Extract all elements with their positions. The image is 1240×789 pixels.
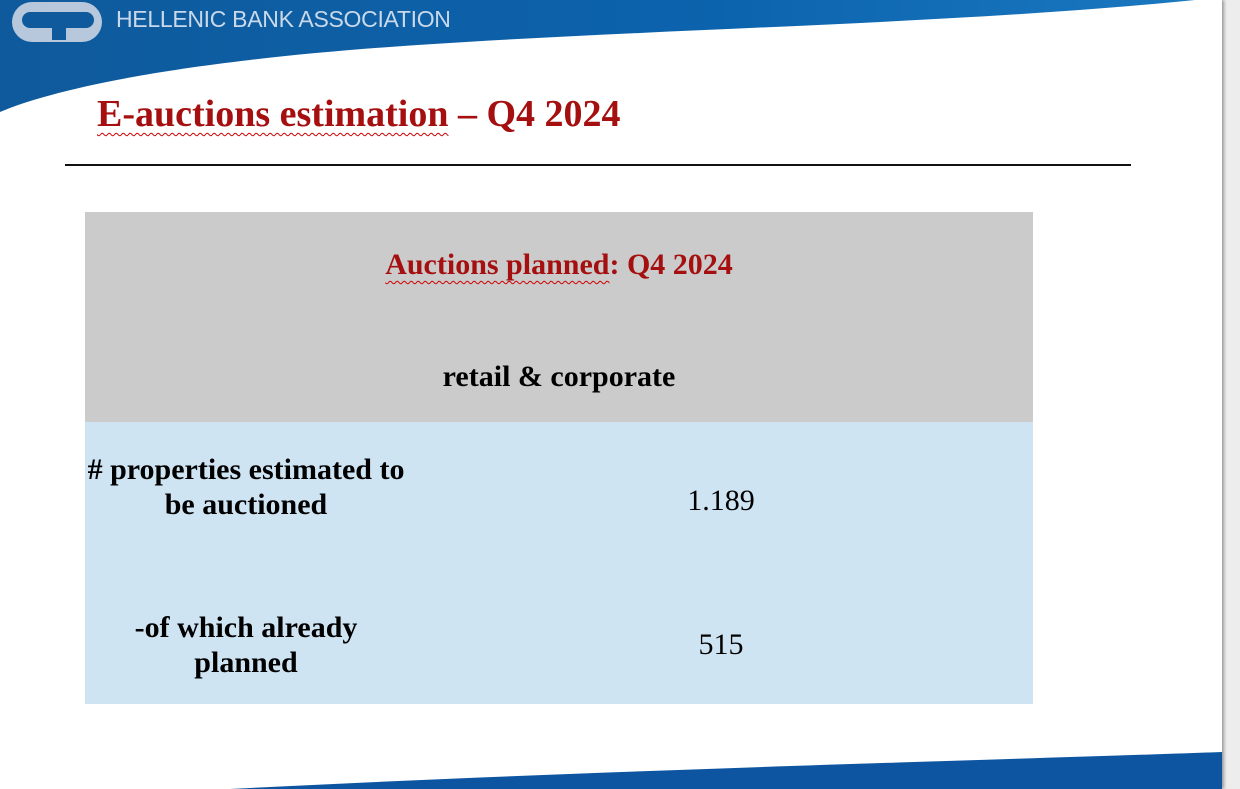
row-value-planned: 515: [698, 628, 744, 661]
row-value-properties: 1.189: [687, 484, 755, 517]
title-divider: [65, 164, 1131, 166]
table-header-title: Auctions planned: Q4 2024: [385, 248, 733, 281]
footer-swoosh: [230, 752, 1222, 789]
row-label-properties: # properties estimated to be auctioned: [87, 453, 405, 521]
organization-name: HELLENIC BANK ASSOCIATION: [116, 6, 451, 32]
table-body: # properties estimated to be auctioned 1…: [85, 422, 1033, 704]
slide-title: E-auctions estimation – Q4 2024: [97, 93, 621, 135]
row-label-planned: -of which already planned: [134, 611, 358, 679]
table-header: Auctions planned: Q4 2024 retail & corpo…: [85, 212, 1033, 422]
hba-logo-icon: [12, 2, 102, 42]
auctions-table: Auctions planned: Q4 2024 retail & corpo…: [85, 212, 1033, 704]
table-header-subtitle: retail & corporate: [442, 360, 676, 393]
